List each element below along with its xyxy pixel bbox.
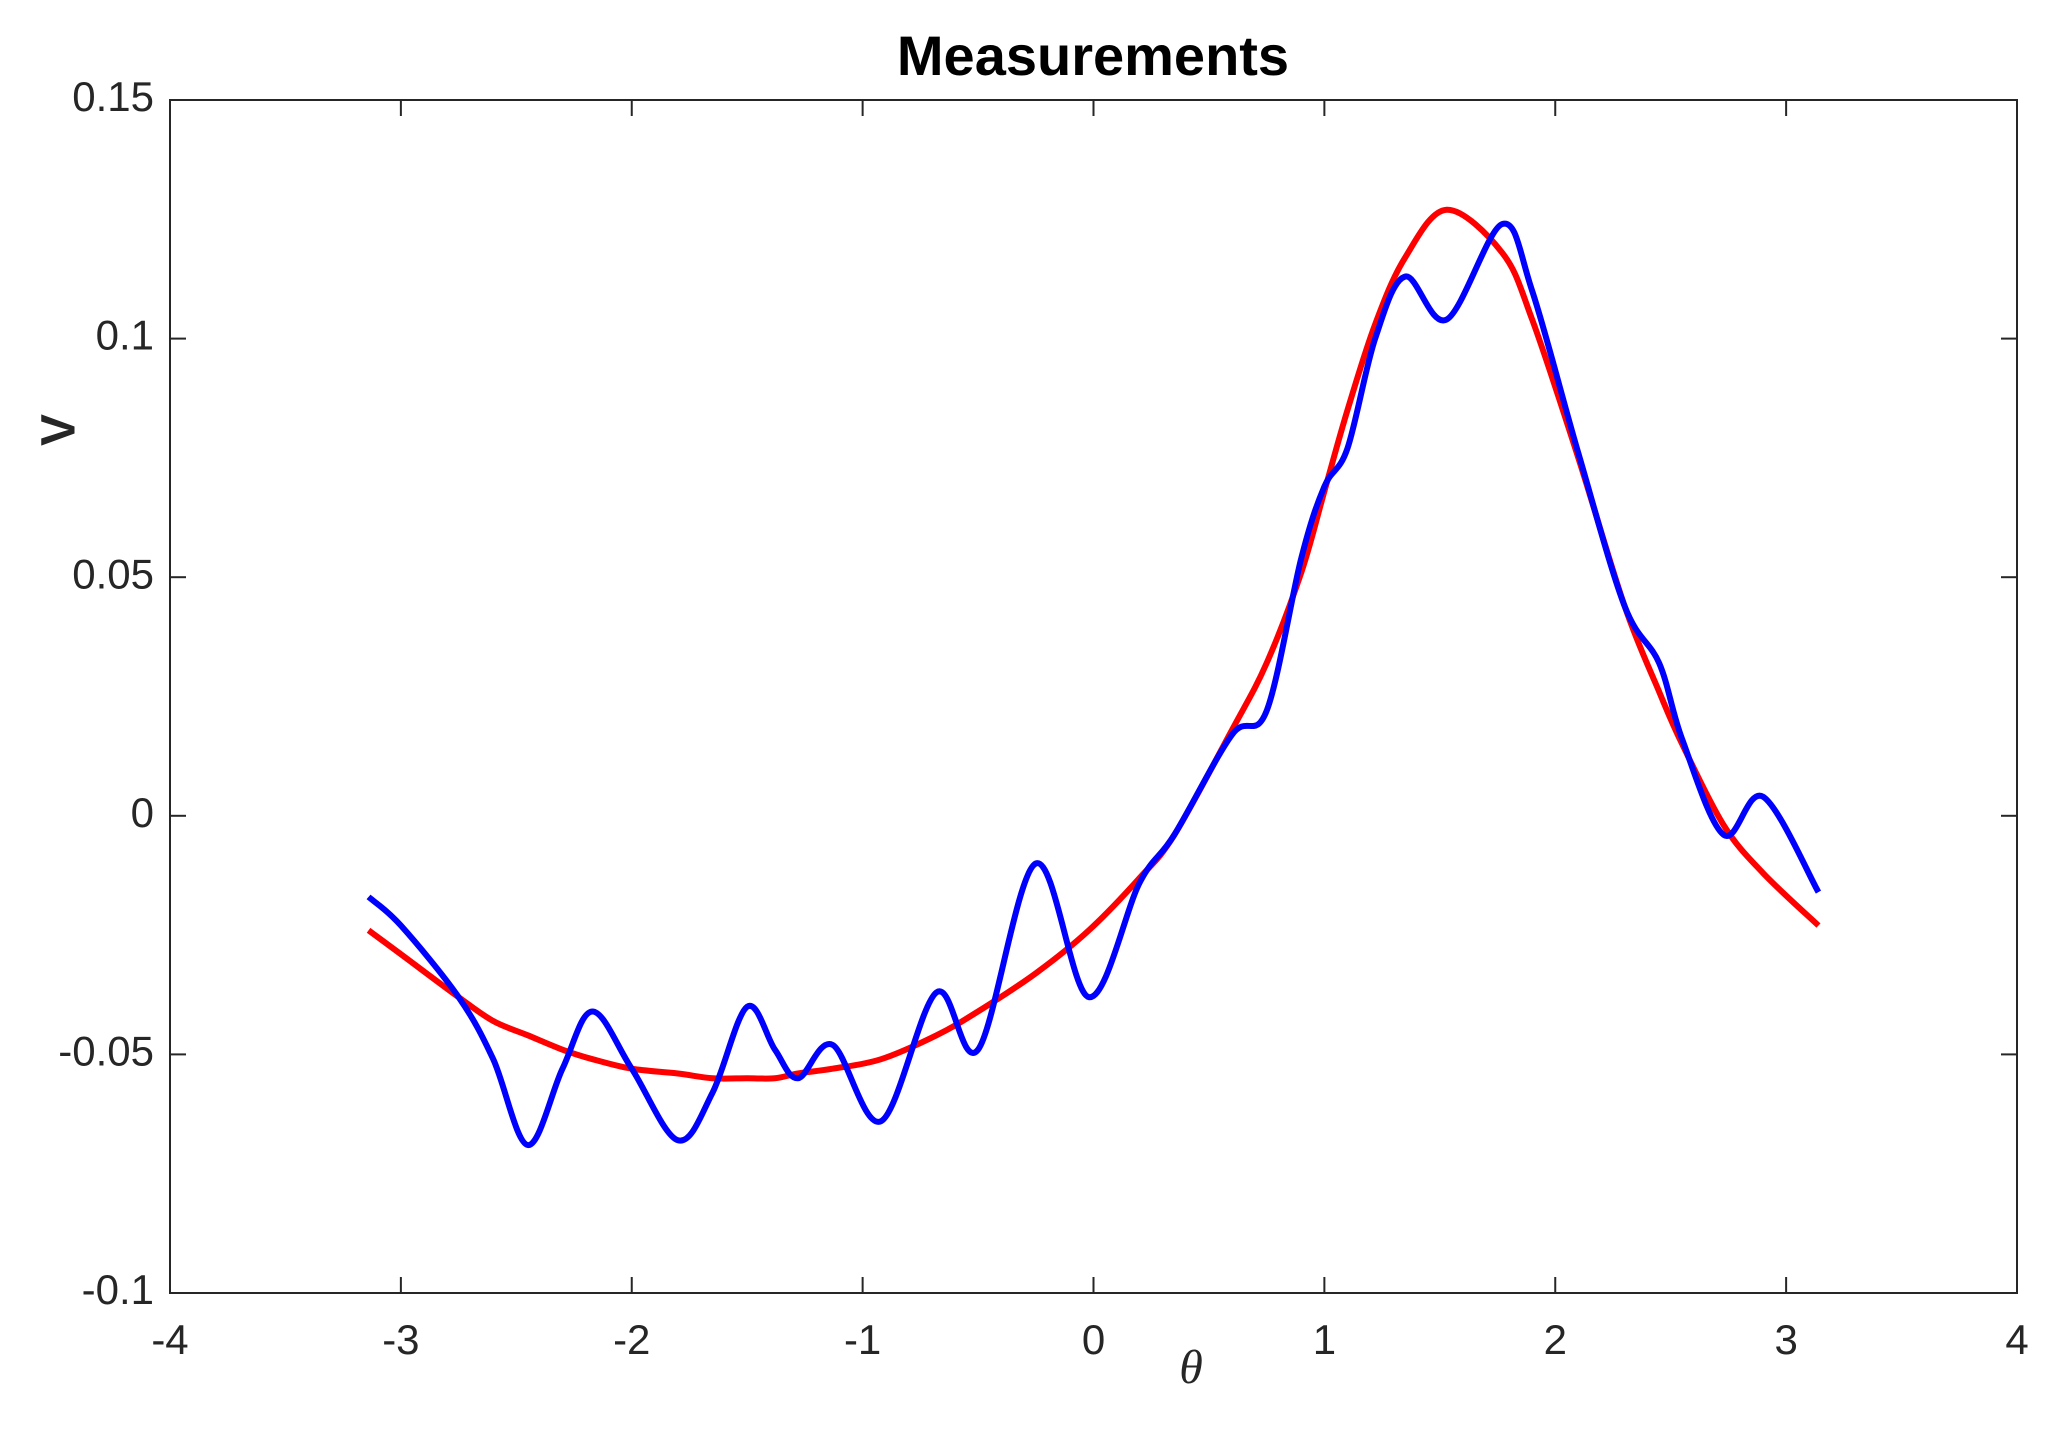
x-tick-label: -1	[844, 1316, 881, 1363]
x-axis-label: θ	[1179, 1341, 1203, 1394]
y-tick-label: 0.1	[96, 312, 154, 359]
y-tick-label: 0.05	[72, 550, 154, 597]
x-tick-label: 2	[1544, 1316, 1567, 1363]
y-tick-label: 0.15	[72, 73, 154, 120]
chart-title: Measurements	[897, 24, 1289, 87]
x-tick-label: 0	[1082, 1316, 1105, 1363]
y-axis-label: V	[33, 414, 86, 446]
x-tick-label: -3	[382, 1316, 419, 1363]
x-tick-label: 1	[1313, 1316, 1336, 1363]
series-line	[366, 220, 1822, 1149]
x-tick-label: 3	[1774, 1316, 1797, 1363]
x-tick-label: -4	[151, 1316, 188, 1363]
y-tick-label: -0.1	[82, 1266, 154, 1313]
y-tick-label: -0.05	[58, 1027, 154, 1074]
y-tick-label: 0	[131, 789, 154, 836]
x-tick-label: -2	[613, 1316, 650, 1363]
x-tick-label: 4	[2005, 1316, 2028, 1363]
